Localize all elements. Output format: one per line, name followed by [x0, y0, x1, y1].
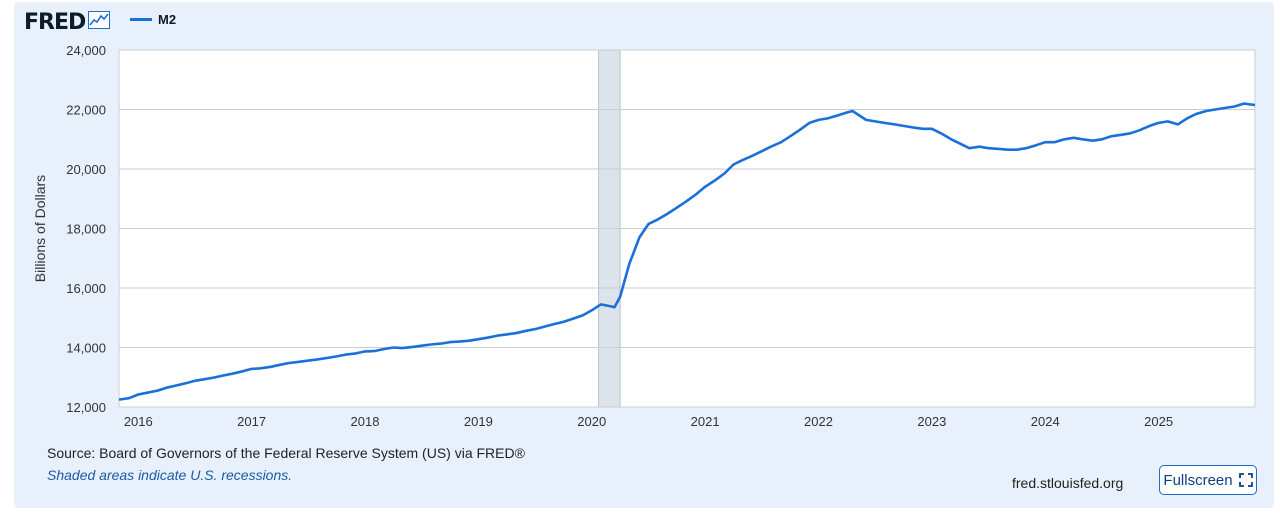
- fred-wordmark: FRED: [24, 9, 86, 35]
- y-tick-label: 18,000: [66, 222, 106, 237]
- legend-swatch: [130, 18, 152, 21]
- legend: M2: [130, 12, 176, 27]
- y-tick-label: 24,000: [66, 43, 106, 58]
- fred-logo[interactable]: FRED: [24, 8, 111, 36]
- y-axis-label: Billions of Dollars: [32, 175, 48, 282]
- fullscreen-button[interactable]: Fullscreen: [1159, 465, 1257, 495]
- x-tick-label: 2025: [1144, 414, 1173, 429]
- x-tick-label: 2022: [804, 414, 833, 429]
- x-tick-label: 2020: [577, 414, 606, 429]
- x-tick-label: 2016: [124, 414, 153, 429]
- y-tick-label: 14,000: [66, 341, 106, 356]
- x-tick-label: 2017: [237, 414, 266, 429]
- y-tick-label: 16,000: [66, 281, 106, 296]
- recession-note: Shaded areas indicate U.S. recessions.: [47, 467, 293, 483]
- x-tick-label: 2024: [1031, 414, 1060, 429]
- fullscreen-icon: [1238, 473, 1253, 487]
- fullscreen-label: Fullscreen: [1163, 471, 1233, 489]
- y-tick-label: 22,000: [66, 103, 106, 118]
- x-tick-label: 2021: [691, 414, 720, 429]
- y-tick-label: 20,000: [66, 162, 106, 177]
- source-text: Source: Board of Governors of the Federa…: [47, 445, 525, 461]
- x-tick-label: 2019: [464, 414, 493, 429]
- y-tick-label: 12,000: [66, 400, 106, 415]
- x-tick-label: 2018: [351, 414, 380, 429]
- series-line-m2: [118, 102, 1256, 401]
- fred-graph-icon: [88, 10, 111, 34]
- legend-label: M2: [158, 12, 177, 27]
- x-tick-label: 2023: [917, 414, 946, 429]
- site-link[interactable]: fred.stlouisfed.org: [1012, 475, 1124, 491]
